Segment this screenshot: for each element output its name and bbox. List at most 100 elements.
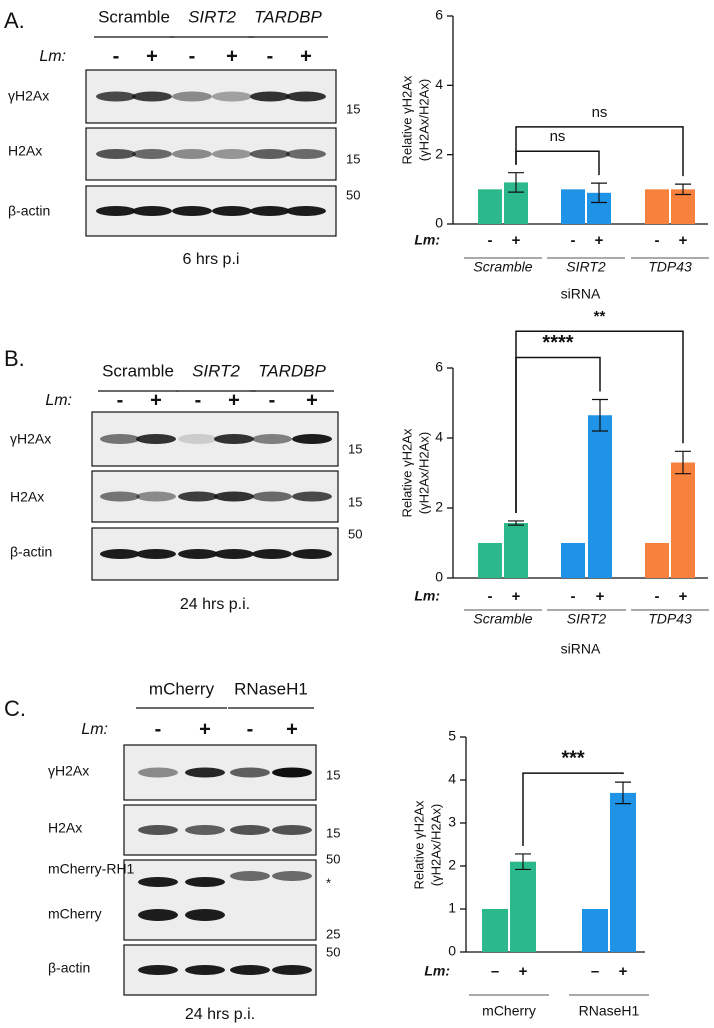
- band: [178, 549, 218, 559]
- significance-bracket: [515, 330, 684, 513]
- group-label: Scramble: [473, 611, 532, 627]
- bar: [582, 909, 608, 952]
- band: [100, 434, 140, 444]
- band: [214, 549, 254, 559]
- row-label: β-actin: [10, 544, 52, 560]
- lm-sign: +: [596, 588, 605, 605]
- band: [252, 491, 292, 502]
- error-bar: [675, 183, 691, 196]
- group-label: TDP43: [648, 259, 692, 275]
- error-bar: [615, 781, 631, 805]
- lane-sign: -: [195, 389, 202, 411]
- mw-marker: 15: [346, 151, 360, 166]
- error-bar: [675, 450, 691, 475]
- row-label: mCherry-RH1: [48, 861, 135, 877]
- blot-caption: 6 hrs p.i: [183, 251, 240, 268]
- blot-header: Scramble: [102, 361, 174, 380]
- row-label: β-actin: [8, 203, 50, 219]
- x-axis-label: siRNA: [561, 641, 601, 657]
- band: [212, 206, 252, 216]
- lane-sign: +: [306, 389, 318, 411]
- band: [178, 434, 218, 444]
- band: [250, 149, 290, 159]
- band: [230, 871, 270, 881]
- lm-sign: +: [512, 232, 521, 249]
- band: [185, 825, 225, 835]
- band: [212, 91, 252, 102]
- band: [138, 825, 178, 835]
- lane-sign: -: [247, 718, 254, 740]
- significance-label: ***: [561, 747, 585, 769]
- lane-sign: +: [226, 45, 238, 67]
- band: [185, 877, 225, 887]
- y-tick-label: 2: [435, 145, 443, 161]
- y-axis-label: (γH2Ax/H2Ax): [416, 432, 431, 514]
- bar: [645, 543, 669, 578]
- blot-header: SIRT2: [192, 361, 240, 380]
- mw-marker: 50: [348, 526, 362, 541]
- band: [100, 491, 140, 502]
- band: [96, 149, 136, 159]
- row-label: γH2Ax: [10, 431, 51, 447]
- y-tick-label: 0: [435, 569, 443, 585]
- row-label: H2Ax: [48, 820, 82, 836]
- y-tick-label: 4: [435, 76, 443, 92]
- bar: [482, 909, 508, 952]
- bar: [645, 189, 669, 224]
- band: [138, 965, 178, 975]
- band: [178, 491, 218, 502]
- lm-sign: +: [519, 963, 528, 980]
- band: [252, 434, 292, 444]
- lm-sign: –: [591, 963, 599, 980]
- lm-sign: -: [655, 232, 660, 249]
- y-axis-label: Relative γH2Ax: [411, 800, 426, 889]
- band: [292, 434, 332, 444]
- group-label: Scramble: [473, 259, 532, 275]
- mw-marker: *: [326, 875, 331, 890]
- band: [96, 91, 136, 102]
- y-tick-label: 0: [448, 943, 456, 959]
- band: [230, 965, 270, 975]
- band: [185, 965, 225, 975]
- lane-sign: -: [269, 389, 276, 411]
- bar: [504, 523, 528, 578]
- band: [230, 767, 270, 778]
- band: [172, 149, 212, 159]
- band: [286, 206, 326, 216]
- bar: [478, 543, 502, 578]
- y-axis-label: Relative γH2Ax: [399, 428, 414, 517]
- error-bar: [591, 182, 607, 204]
- error-bar: [592, 398, 608, 432]
- lane-sign: +: [286, 718, 298, 740]
- group-label: SIRT2: [567, 611, 607, 627]
- mw-marker: 15: [326, 825, 340, 840]
- row-label: γH2Ax: [8, 88, 49, 104]
- mw-marker: 15: [348, 494, 362, 509]
- lm-label: Lm:: [81, 721, 108, 738]
- bar: [671, 462, 695, 578]
- lm-sign: -: [488, 588, 493, 605]
- y-tick-label: 4: [448, 771, 456, 787]
- blot-header: mCherry: [149, 679, 215, 698]
- band: [138, 877, 178, 887]
- band: [272, 871, 312, 881]
- mw-marker: 25: [326, 926, 340, 941]
- panel-label: C.: [4, 696, 26, 721]
- lm-label: Lm:: [39, 48, 66, 65]
- blot-header: SIRT2: [188, 7, 236, 26]
- significance-bracket: [515, 150, 600, 176]
- mw-marker: 15: [348, 441, 362, 456]
- y-axis-label: Relative γH2Ax: [399, 75, 414, 164]
- band: [272, 825, 312, 835]
- lm-label: Lm:: [424, 963, 450, 979]
- band: [132, 149, 172, 159]
- band: [172, 206, 212, 216]
- bar: [610, 792, 636, 952]
- row-label: H2Ax: [8, 143, 42, 159]
- y-tick-label: 2: [435, 499, 443, 515]
- y-tick-label: 6: [435, 359, 443, 375]
- blot-header: RNaseH1: [234, 679, 308, 698]
- lane-sign: +: [146, 45, 158, 67]
- band: [136, 491, 176, 502]
